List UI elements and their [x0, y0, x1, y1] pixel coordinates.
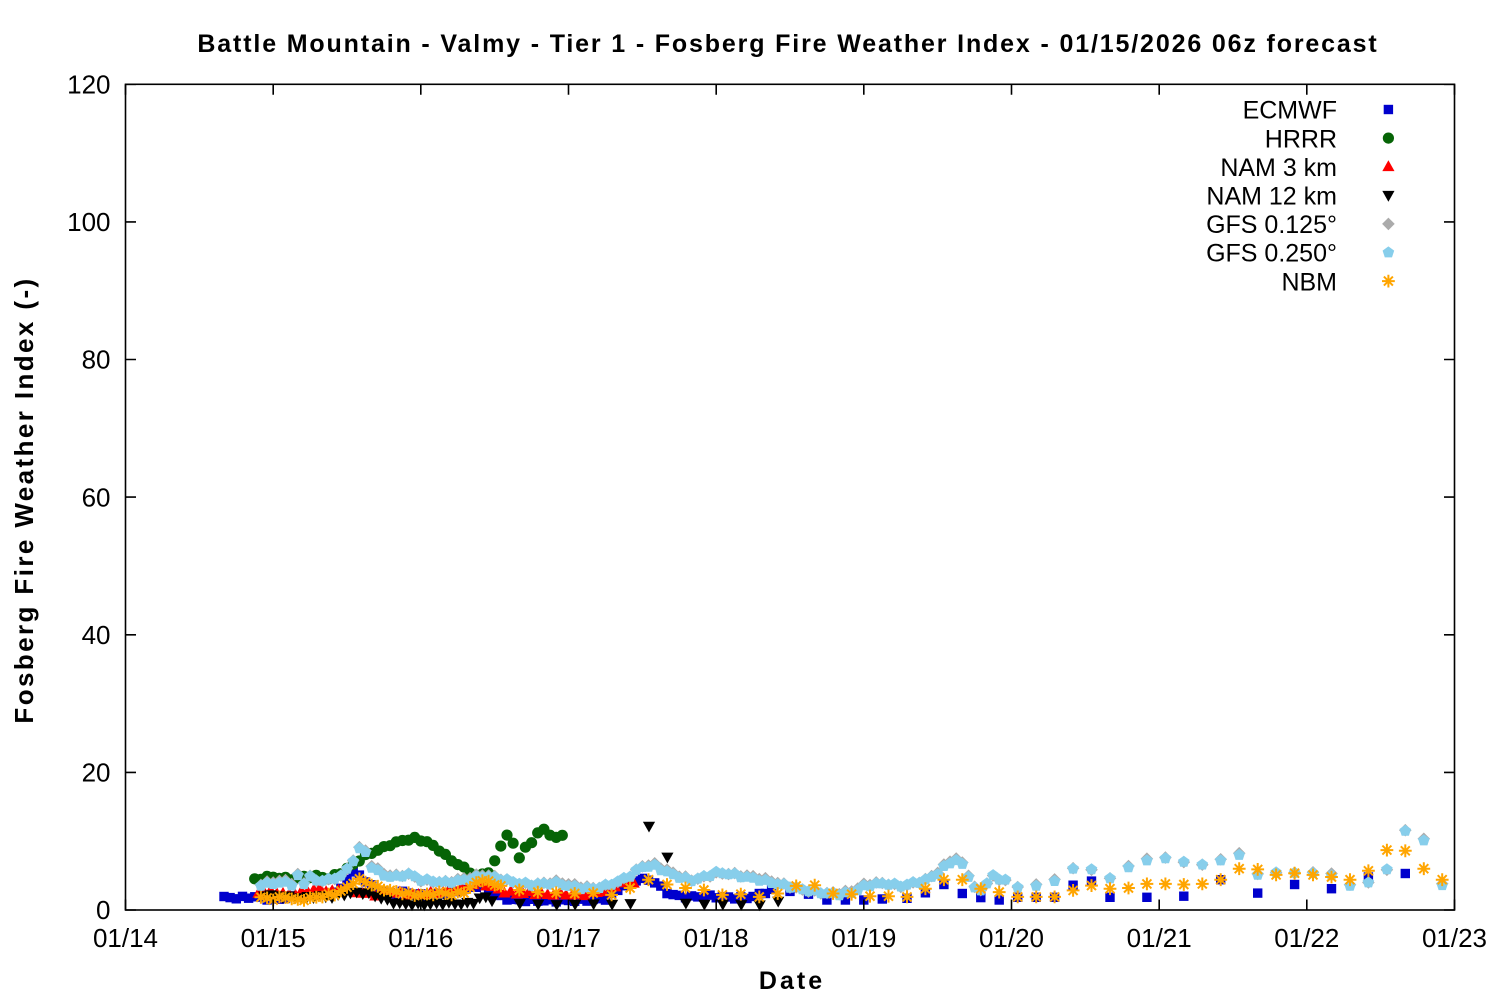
- svg-text:80: 80: [82, 345, 111, 375]
- svg-text:100: 100: [67, 207, 110, 237]
- svg-text:ECMWF: ECMWF: [1243, 97, 1337, 125]
- svg-text:01/14: 01/14: [93, 923, 158, 953]
- svg-text:120: 120: [67, 70, 110, 100]
- svg-text:GFS 0.250°: GFS 0.250°: [1206, 240, 1337, 268]
- svg-text:01/23: 01/23: [1422, 923, 1487, 953]
- svg-text:HRRR: HRRR: [1265, 125, 1337, 153]
- svg-text:0: 0: [96, 895, 110, 925]
- svg-text:NAM 3 km: NAM 3 km: [1220, 154, 1337, 182]
- svg-text:60: 60: [82, 482, 111, 512]
- svg-text:01/17: 01/17: [536, 923, 601, 953]
- svg-text:GFS 0.125°: GFS 0.125°: [1206, 211, 1337, 239]
- svg-text:01/20: 01/20: [979, 923, 1044, 953]
- svg-text:01/21: 01/21: [1127, 923, 1192, 953]
- svg-text:Battle Mountain - Valmy - Tier: Battle Mountain - Valmy - Tier 1 - Fosbe…: [197, 30, 1378, 58]
- svg-text:NBM: NBM: [1281, 268, 1337, 296]
- svg-text:01/22: 01/22: [1274, 923, 1339, 953]
- svg-text:40: 40: [82, 620, 111, 650]
- svg-text:01/15: 01/15: [241, 923, 306, 953]
- svg-text:01/18: 01/18: [684, 923, 749, 953]
- svg-text:Date: Date: [759, 967, 825, 995]
- svg-text:Fosberg Fire Weather Index (-): Fosberg Fire Weather Index (-): [9, 276, 39, 723]
- svg-text:01/19: 01/19: [831, 923, 896, 953]
- svg-text:20: 20: [82, 758, 111, 788]
- svg-text:01/16: 01/16: [388, 923, 453, 953]
- svg-text:NAM 12 km: NAM 12 km: [1206, 183, 1337, 211]
